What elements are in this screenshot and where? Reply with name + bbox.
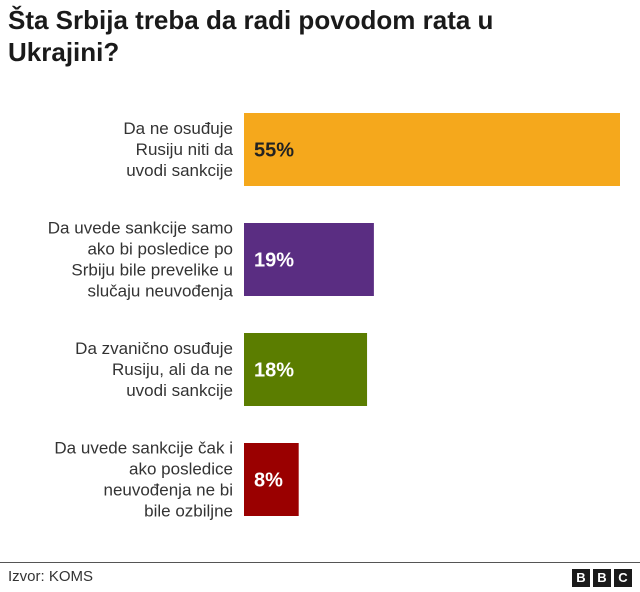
category-label: Da ne osuđuje: [123, 119, 233, 138]
bar-value-label: 8%: [254, 470, 283, 492]
source-note: Izvor: KOMS: [8, 568, 94, 585]
category-label: bile ozbiljne: [144, 502, 233, 521]
category-label: neuvođenja ne bi: [103, 481, 233, 500]
category-label: Da uvede sankcije samo: [48, 219, 233, 238]
bar-chart: 55% Da ne osuđuje Rusiju niti da uvodi sank…: [48, 113, 620, 521]
footer-divider: [0, 562, 640, 563]
bbc-logo: B B C: [572, 569, 632, 587]
bar: [244, 443, 299, 516]
category-label: Rusiju, ali da ne: [112, 360, 233, 379]
category-label: ako bi posledice po: [87, 240, 233, 259]
category-label: Rusiju niti da: [136, 140, 234, 159]
category-label: Da uvede sankcije čak i: [54, 439, 233, 458]
category-label: uvodi sankcije: [126, 161, 233, 180]
category-label: uvodi sankcije: [126, 381, 233, 400]
bbc-logo-letter: B: [593, 569, 611, 587]
category-label: Srbiju bile prevelike u: [71, 261, 233, 280]
bar: [244, 223, 374, 296]
category-label: Da zvanično osuđuje: [75, 339, 233, 358]
category-label: ako posledice: [129, 460, 233, 479]
bbc-logo-letter: C: [614, 569, 632, 587]
bar: [244, 113, 620, 186]
bar-value-label: 18%: [254, 360, 294, 382]
bar-value-label: 55%: [254, 140, 294, 162]
category-label: slučaju neuvođenja: [87, 282, 233, 301]
bar: [244, 333, 368, 406]
chart-title: Šta Srbija treba da radi povodom rata u …: [8, 5, 494, 67]
bbc-logo-letter: B: [572, 569, 590, 587]
bar-value-label: 19%: [254, 250, 294, 272]
